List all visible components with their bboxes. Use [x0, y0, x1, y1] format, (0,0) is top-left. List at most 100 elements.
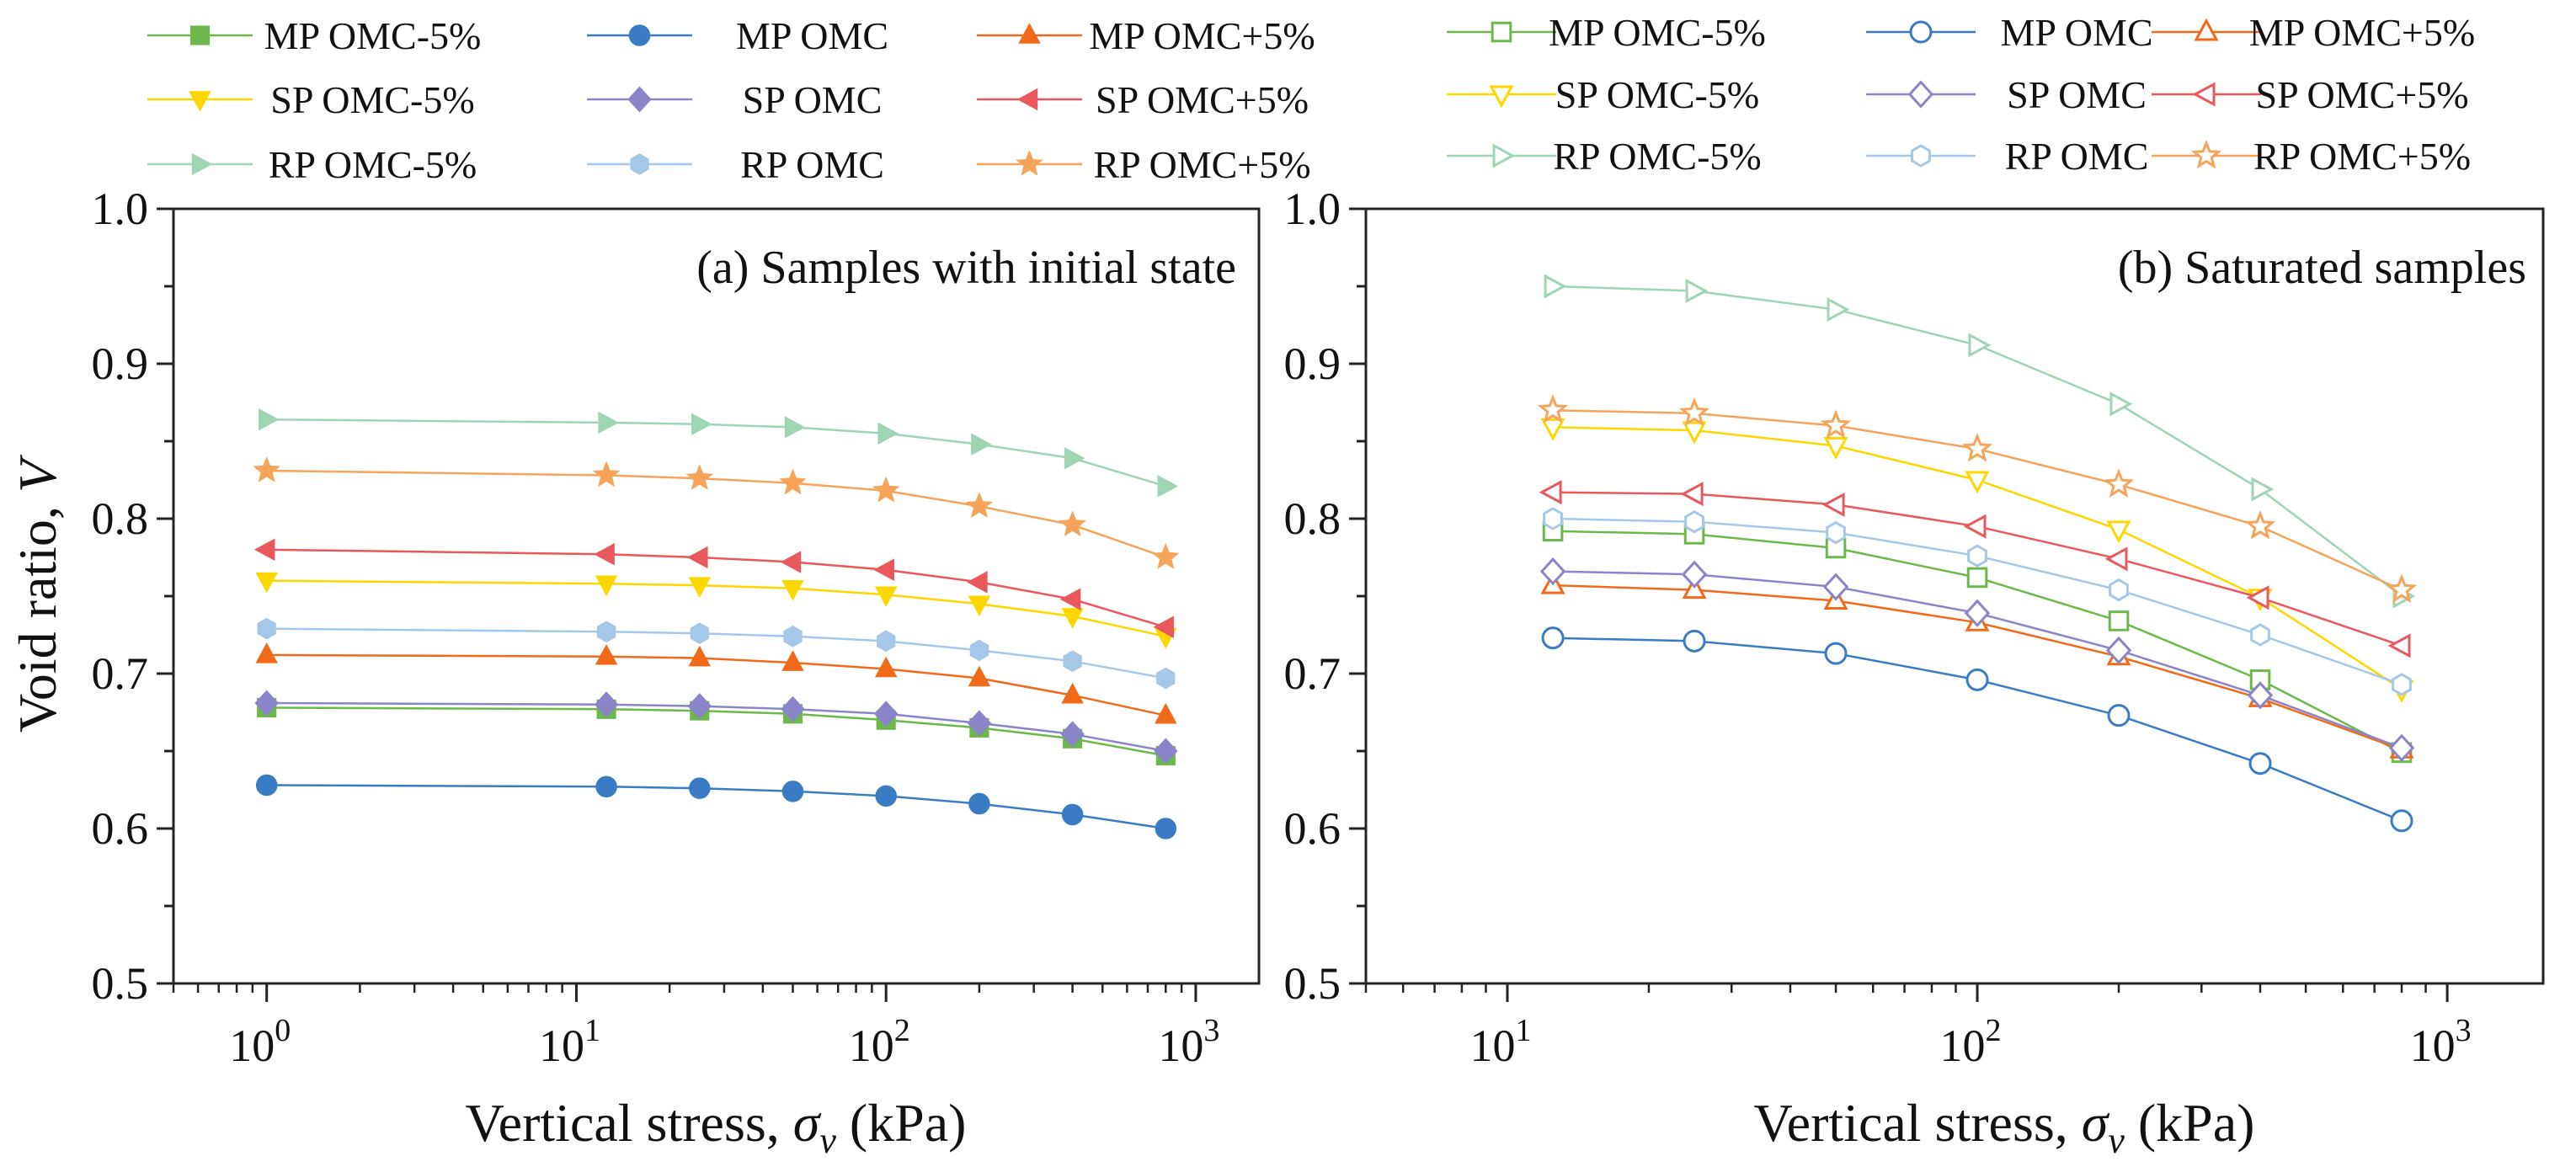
data-point	[784, 416, 806, 439]
data-point	[689, 777, 711, 799]
data-point	[253, 456, 280, 482]
legend-marker	[2190, 139, 2222, 169]
legend-label: SP OMC+5%	[2255, 73, 2468, 116]
legend-label: RP OMC	[2005, 135, 2149, 178]
data-point	[781, 781, 804, 802]
series-mp-omc	[1541, 626, 2413, 833]
legend-marker	[627, 86, 652, 113]
data-point	[1682, 421, 1707, 445]
data-point	[594, 691, 619, 718]
data-point	[877, 422, 899, 445]
data-point	[1821, 492, 1845, 517]
series-line	[266, 653, 1166, 717]
data-point	[781, 695, 805, 722]
legend-entry: MP OMC+5%	[2152, 11, 2475, 54]
x-tick-label: 103	[2410, 1013, 2472, 1071]
data-point	[254, 690, 279, 717]
legend-entry: SP OMC+5%	[2152, 73, 2469, 116]
y-tick-label: 0.8	[92, 493, 149, 544]
data-point	[2103, 468, 2135, 498]
data-point	[1154, 738, 1178, 765]
data-point	[258, 408, 280, 431]
data-point	[1678, 397, 1710, 427]
data-point	[2104, 546, 2128, 572]
legend-label: RP OMC+5%	[2253, 135, 2471, 178]
legend-label: SP OMC-5%	[270, 78, 474, 121]
series-line	[266, 548, 1166, 628]
data-point	[969, 639, 989, 662]
data-point	[779, 468, 807, 495]
data-point	[2109, 392, 2133, 417]
legend-marker	[1492, 143, 1516, 168]
data-point	[1544, 274, 1567, 299]
data-point	[875, 785, 897, 807]
legend-marker	[2194, 18, 2219, 41]
data-point	[967, 710, 992, 737]
series-sp-omc-5-	[1539, 480, 2411, 658]
legend-marker	[189, 25, 211, 45]
data-point	[873, 558, 894, 581]
data-point	[1059, 510, 1086, 537]
legend-label: RP OMC+5%	[1093, 143, 1310, 186]
data-point	[1967, 544, 1987, 568]
data-point	[2247, 681, 2274, 710]
data-point	[687, 693, 712, 720]
data-point	[1965, 471, 1990, 494]
data-point	[2107, 704, 2131, 727]
data-point	[2388, 733, 2415, 762]
legend-label: RP OMC-5%	[1553, 135, 1762, 178]
legend-marker	[1491, 21, 1512, 43]
data-point	[687, 546, 708, 569]
series-sp-omc-5-	[253, 538, 1175, 639]
legend-marker	[1489, 85, 1514, 109]
x-axis-label: Vertical stress, σv (kPa)	[466, 1093, 967, 1161]
y-axis-label: Void ratio, V	[8, 454, 67, 733]
data-point	[1968, 333, 1992, 358]
legend-label: MP OMC-5%	[1549, 11, 1766, 54]
data-point	[1064, 446, 1085, 470]
legend: MP OMC-5% MP OMC MP OMC+5% SP OMC-5% SP OMC S…	[1447, 11, 2475, 178]
legend-marker	[189, 91, 211, 112]
legend-label: MP OMC+5%	[2249, 11, 2475, 54]
legend-entry: SP OMC	[587, 78, 882, 121]
x-axis-label: Vertical stress, σv (kPa)	[1754, 1093, 2255, 1161]
data-point	[592, 461, 621, 488]
data-point	[1060, 721, 1085, 748]
series-sp-omc	[1539, 557, 2415, 762]
y-tick-label: 0.6	[1284, 803, 1341, 854]
data-point	[2387, 633, 2411, 658]
data-point	[1680, 482, 1704, 507]
legend-entry: RP OMC+5%	[977, 143, 1311, 186]
data-point	[1063, 650, 1082, 673]
data-point	[1684, 509, 1704, 534]
data-point	[1827, 297, 1850, 322]
data-point	[598, 411, 619, 434]
data-point	[1061, 608, 1084, 629]
data-point	[1537, 394, 1569, 424]
data-point	[780, 551, 802, 573]
series-rp-omc-5-	[1537, 394, 2418, 604]
series-rp-omc-5-	[253, 456, 1180, 569]
legend-marker	[630, 153, 649, 175]
data-point	[2248, 752, 2272, 775]
series-rp-omc	[257, 617, 1176, 690]
legend-entry: RP OMC	[1866, 135, 2148, 178]
legend-marker	[191, 152, 213, 176]
legend-entry: MP OMC-5%	[147, 14, 481, 57]
legend-label: RP OMC	[740, 143, 884, 186]
legend-label: MP OMC	[2000, 11, 2152, 54]
x-tick-label: 103	[1158, 1013, 1219, 1071]
series-line	[266, 579, 1166, 638]
legend-marker	[628, 24, 651, 46]
x-tick-label: 102	[1940, 1013, 2002, 1071]
series-mp-omc-5-	[255, 642, 1177, 724]
legend-label: MP OMC+5%	[1089, 14, 1315, 57]
data-point	[595, 575, 618, 597]
data-point	[1061, 683, 1084, 704]
data-point	[1156, 667, 1176, 690]
legend-entry: MP OMC+5%	[977, 14, 1315, 57]
data-point	[1963, 514, 1987, 539]
data-point	[2386, 573, 2418, 604]
data-point	[1964, 599, 1991, 627]
